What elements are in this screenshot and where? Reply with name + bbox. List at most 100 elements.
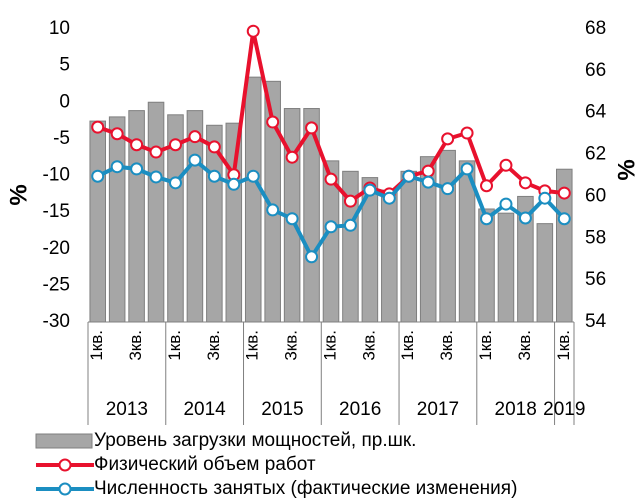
x-tick-label: 3кв.: [204, 330, 223, 361]
y-tick-label: -10: [43, 165, 70, 186]
y-tick-label: 0: [59, 91, 70, 112]
marker: [499, 197, 513, 211]
y2-tick-label: 62: [585, 144, 606, 165]
marker: [460, 126, 474, 140]
bar: [497, 212, 515, 323]
marker: [110, 127, 124, 141]
marker: [557, 212, 571, 226]
y2-tick-label: 58: [585, 227, 606, 248]
bar: [536, 223, 554, 323]
y2-axis-label: %: [613, 159, 640, 180]
y-axis-label: %: [5, 184, 32, 205]
marker: [130, 162, 144, 176]
bar: [478, 208, 495, 323]
y2-tick-label: 66: [585, 60, 606, 81]
y2-tick-label: 68: [585, 18, 606, 39]
marker: [305, 250, 319, 264]
legend-label: Физический объем работ: [94, 454, 316, 475]
bar: [400, 170, 418, 323]
marker: [266, 115, 280, 129]
x-tick-label: 1кв.: [165, 330, 184, 361]
marker: [363, 183, 377, 197]
bar: [108, 116, 126, 323]
y2-tick-label: 54: [585, 311, 607, 332]
x-tick-label: 1кв.: [87, 330, 106, 361]
marker: [149, 145, 163, 159]
marker: [343, 194, 357, 208]
marker: [110, 160, 124, 174]
marker: [188, 153, 202, 167]
marker: [324, 220, 338, 234]
y2-tick-label: 60: [585, 185, 606, 206]
y-tick-label: -30: [43, 311, 70, 332]
group-label: 2018: [495, 399, 537, 420]
bar: [89, 120, 106, 323]
bar: [244, 76, 262, 323]
marker: [324, 172, 338, 186]
marker: [305, 121, 319, 135]
marker: [207, 140, 221, 154]
marker: [538, 191, 552, 205]
marker: [168, 138, 182, 152]
marker: [557, 186, 571, 200]
marker: [91, 120, 105, 134]
marker: [188, 130, 202, 144]
legend-label: Численность занятых (фактические изменен…: [94, 478, 517, 499]
legend-label: Уровень загрузки мощностей, пр.шк.: [94, 430, 416, 451]
marker: [91, 169, 105, 183]
marker: [402, 169, 416, 183]
group-label: 2017: [417, 399, 459, 420]
y2-tick-label: 64: [585, 102, 607, 123]
x-tick-label: 3кв.: [359, 330, 378, 361]
x-tick-label: 3кв.: [437, 330, 456, 361]
marker: [168, 176, 182, 190]
bar: [225, 122, 243, 323]
marker: [285, 212, 299, 226]
marker: [246, 169, 260, 183]
marker: [343, 218, 357, 232]
x-tick-label: 1кв.: [320, 330, 339, 361]
x-tick-label: 3кв.: [282, 330, 301, 361]
bar: [147, 101, 165, 323]
legend-marker: [58, 458, 72, 472]
y2-tick-label: 56: [585, 269, 606, 290]
marker: [149, 170, 163, 184]
group-label: 2014: [183, 399, 226, 420]
x-tick-label: 1кв.: [554, 330, 573, 361]
y-tick-label: -5: [53, 128, 70, 149]
marker: [480, 179, 494, 193]
legend-swatch: [35, 433, 93, 449]
marker: [285, 150, 299, 164]
x-tick-label: 3кв.: [126, 330, 145, 361]
y-tick-label: -25: [43, 274, 70, 295]
x-tick-label: 3кв.: [515, 330, 534, 361]
marker: [480, 212, 494, 226]
y-tick-label: -20: [43, 238, 70, 259]
marker: [130, 138, 144, 152]
marker: [499, 158, 513, 172]
x-tick-label: 1кв.: [398, 330, 417, 361]
marker: [421, 164, 435, 178]
marker: [441, 182, 455, 196]
group-label: 2013: [106, 399, 148, 420]
marker: [460, 162, 474, 176]
bar: [381, 189, 398, 323]
marker: [441, 132, 455, 146]
y-tick-label: 10: [49, 18, 70, 39]
marker: [266, 203, 280, 217]
marker: [227, 177, 241, 191]
marker: [518, 176, 532, 190]
x-tick-label: 1кв.: [243, 330, 262, 361]
bar: [439, 149, 456, 323]
group-label: 2016: [339, 399, 381, 420]
group-label: 2019: [543, 399, 585, 420]
legend-marker: [58, 482, 72, 496]
marker: [382, 191, 396, 205]
x-tick-label: 1кв.: [476, 330, 495, 361]
marker: [518, 211, 532, 225]
y-tick-label: 5: [59, 55, 70, 76]
group-label: 2015: [261, 399, 303, 420]
marker: [246, 24, 260, 38]
marker: [421, 175, 435, 189]
